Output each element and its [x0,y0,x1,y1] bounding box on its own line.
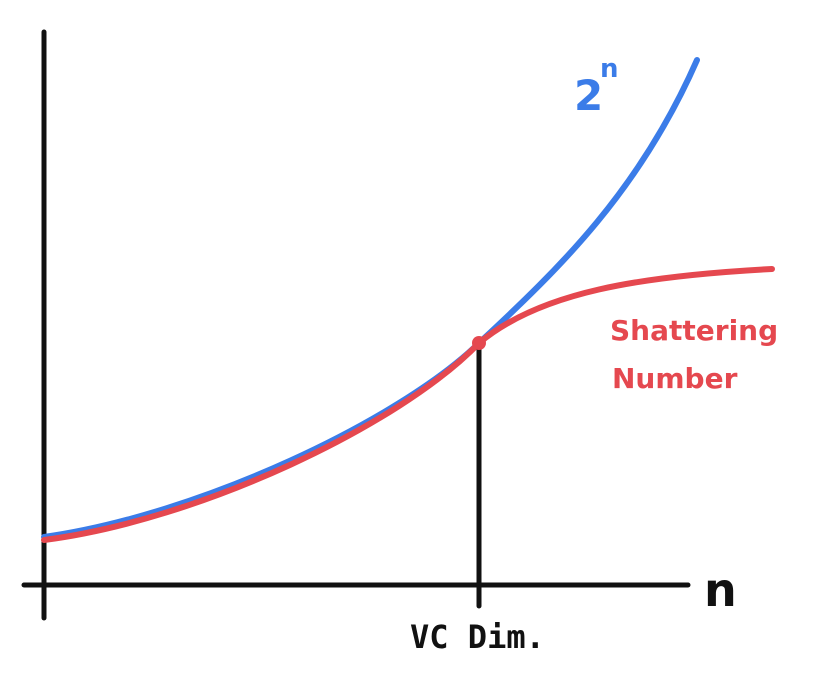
x-axis-label: n [704,563,737,617]
shattering-label-line1: Shattering [610,314,778,347]
vc-dim-label: VC Dim. [410,618,545,656]
shattering-label-line2: Number [612,362,738,395]
vc-dim-point [472,336,486,350]
exp-label-base: 2 [574,71,603,120]
exponential-curve [41,57,700,540]
shattering-curve [41,266,775,543]
exp-label-power: n [600,54,619,84]
